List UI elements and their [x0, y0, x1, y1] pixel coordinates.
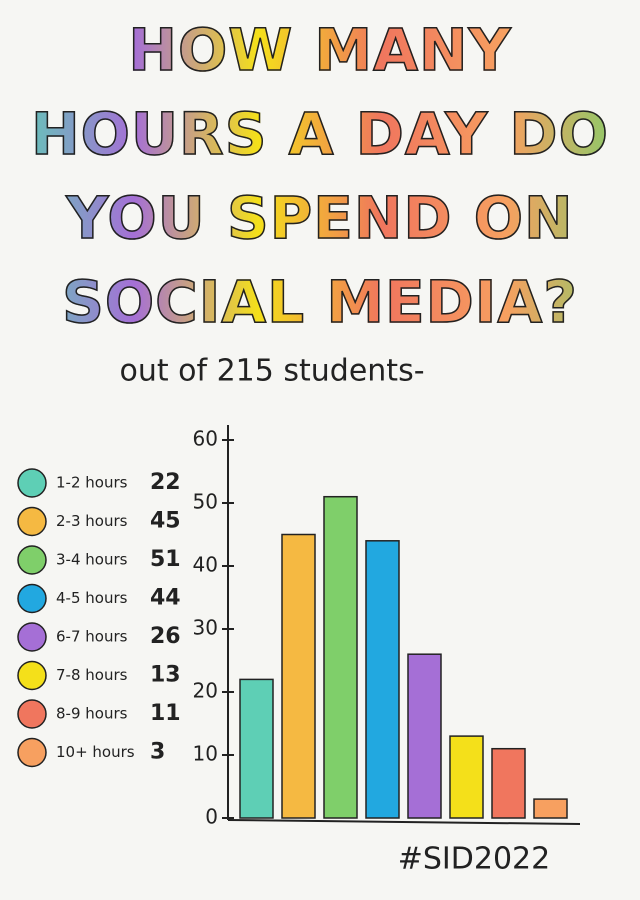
legend-value: 45: [150, 509, 181, 534]
legend-label: 6-7 hours: [56, 628, 128, 646]
y-tick-label: 0: [205, 805, 218, 829]
legend-swatch: [17, 622, 47, 652]
legend-swatch: [17, 583, 47, 614]
legend-label: 7-8 hours: [56, 666, 128, 684]
legend-swatch: [17, 699, 47, 729]
legend-value: 26: [150, 624, 181, 649]
bar: [323, 495, 358, 819]
x-axis: [227, 819, 581, 825]
bar: [533, 798, 568, 819]
y-tick-label: 10: [193, 742, 218, 766]
bar: [449, 735, 484, 819]
legend-label: 1-2 hours: [56, 474, 128, 492]
bar: [281, 533, 316, 819]
legend-value: 3: [150, 740, 165, 765]
legend-value: 11: [150, 701, 181, 726]
legend-swatch: [17, 545, 47, 575]
chart-subtitle: out of 215 students-: [119, 354, 424, 389]
legend-value: 51: [150, 547, 181, 572]
legend-label: 2-3 hours: [56, 512, 128, 530]
bar: [407, 653, 442, 819]
bar: [365, 540, 400, 819]
y-tick-label: 60: [193, 427, 218, 451]
legend-label: 10+ hours: [56, 743, 135, 761]
legend-swatch: [17, 468, 47, 498]
legend-swatch: [17, 660, 47, 691]
footer-tag: #SID2022: [398, 842, 550, 877]
legend-value: 13: [150, 663, 181, 688]
legend-label: 8-9 hours: [56, 705, 128, 723]
legend-swatch: [17, 737, 47, 768]
bar: [491, 747, 526, 819]
legend-label: 4-5 hours: [56, 589, 128, 607]
legend-value: 44: [150, 586, 181, 611]
y-tick-label: 20: [193, 679, 218, 703]
y-tick-label: 40: [193, 553, 218, 577]
y-tick-label: 50: [193, 490, 218, 514]
bar: [239, 678, 274, 819]
y-tick-label: 30: [193, 616, 218, 640]
legend-label: 3-4 hours: [56, 551, 128, 569]
legend-value: 22: [150, 470, 181, 495]
legend-swatch: [17, 506, 47, 537]
chart-title: HOW MANY HOURS A DAY DO YOU SPEND ON SOC…: [10, 8, 630, 344]
